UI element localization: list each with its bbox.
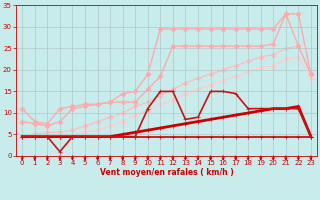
X-axis label: Vent moyen/en rafales ( km/h ): Vent moyen/en rafales ( km/h ) [100,168,234,177]
